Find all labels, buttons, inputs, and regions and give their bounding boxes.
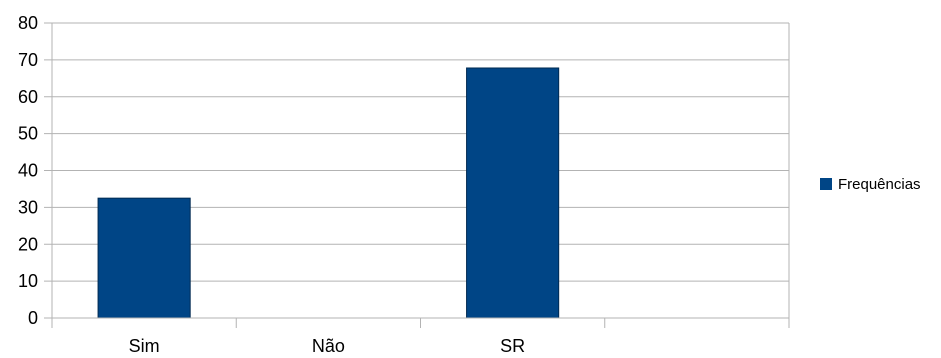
legend: Frequências [820,176,921,193]
y-tick-label: 40 [18,161,38,181]
y-tick-label: 80 [18,13,38,33]
bar-sr [466,67,560,319]
y-tick-label: 20 [18,234,38,254]
legend-swatch [820,178,832,190]
x-tick-label: Sim [129,336,160,356]
bars [97,67,560,319]
x-tick-label: SR [500,336,525,356]
y-axis-ticks: 0 10 20 30 40 50 60 70 80 [18,13,52,328]
y-tick-label: 10 [18,271,38,291]
x-tick-label: Não [312,336,345,356]
x-axis: Sim Não SR [51,317,790,356]
y-tick-label: 30 [18,197,38,217]
bar-sim [97,197,191,319]
y-tick-label: 60 [18,87,38,107]
legend-label: Frequências [838,176,921,193]
y-tick-label: 70 [18,50,38,70]
y-tick-label: 50 [18,124,38,144]
y-tick-label: 0 [28,308,38,328]
